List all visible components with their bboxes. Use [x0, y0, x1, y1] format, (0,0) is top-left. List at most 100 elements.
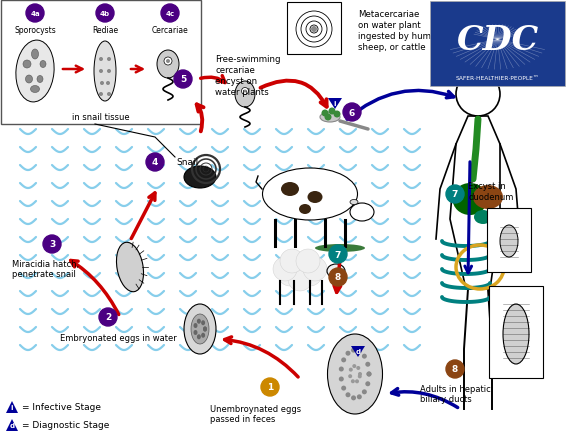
Text: 5: 5 [180, 76, 186, 84]
FancyBboxPatch shape [487, 208, 531, 273]
Ellipse shape [244, 90, 247, 93]
Circle shape [298, 263, 322, 286]
Circle shape [366, 372, 371, 377]
Ellipse shape [157, 51, 179, 79]
Ellipse shape [164, 58, 172, 66]
Circle shape [357, 349, 362, 354]
Circle shape [324, 114, 332, 121]
Text: Cercariae: Cercariae [152, 26, 189, 35]
Circle shape [365, 362, 370, 367]
Circle shape [161, 5, 179, 23]
Ellipse shape [106, 82, 110, 86]
Ellipse shape [31, 86, 40, 93]
Ellipse shape [203, 327, 207, 332]
Text: = Diagnostic Stage: = Diagnostic Stage [22, 421, 110, 430]
Circle shape [357, 395, 362, 399]
Circle shape [43, 236, 61, 253]
Ellipse shape [37, 76, 43, 83]
Ellipse shape [116, 243, 144, 292]
Ellipse shape [16, 41, 54, 103]
Circle shape [280, 250, 304, 273]
Circle shape [278, 263, 302, 286]
Ellipse shape [327, 264, 345, 278]
Circle shape [355, 379, 359, 383]
Ellipse shape [26, 76, 32, 84]
Ellipse shape [107, 70, 111, 74]
Circle shape [358, 375, 362, 378]
Circle shape [365, 381, 370, 386]
Circle shape [358, 372, 362, 376]
Circle shape [348, 375, 352, 378]
Circle shape [273, 257, 297, 281]
Ellipse shape [281, 183, 299, 197]
Ellipse shape [107, 58, 111, 62]
Ellipse shape [100, 82, 104, 86]
Text: 4a: 4a [30, 11, 40, 17]
Text: Miracidia hatch,
penetrate snail: Miracidia hatch, penetrate snail [12, 260, 79, 279]
Ellipse shape [191, 314, 209, 344]
Text: 4c: 4c [165, 11, 174, 17]
Circle shape [321, 110, 328, 117]
Ellipse shape [500, 226, 518, 257]
Circle shape [288, 257, 312, 281]
Text: 7: 7 [335, 250, 341, 259]
Text: 4: 4 [152, 158, 158, 167]
Circle shape [296, 250, 320, 273]
Text: d: d [356, 348, 361, 354]
Circle shape [446, 186, 464, 204]
Ellipse shape [320, 113, 340, 123]
Text: 1: 1 [267, 383, 273, 391]
Ellipse shape [99, 58, 103, 62]
Ellipse shape [107, 93, 111, 97]
Ellipse shape [503, 304, 529, 364]
Circle shape [341, 386, 346, 391]
Circle shape [446, 360, 464, 378]
Ellipse shape [23, 61, 31, 69]
Ellipse shape [350, 200, 358, 205]
Ellipse shape [40, 61, 46, 68]
Circle shape [345, 392, 350, 398]
Circle shape [345, 351, 350, 356]
Ellipse shape [197, 335, 201, 339]
Circle shape [99, 308, 117, 326]
Ellipse shape [94, 42, 116, 102]
Text: Rediae: Rediae [92, 26, 118, 35]
Text: SAFER·HEALTHIER·PEOPLE™: SAFER·HEALTHIER·PEOPLE™ [456, 76, 540, 81]
Ellipse shape [201, 320, 205, 326]
Circle shape [356, 366, 360, 370]
Circle shape [303, 257, 327, 281]
Text: Sporocysts: Sporocysts [14, 26, 56, 35]
Ellipse shape [166, 60, 170, 64]
Ellipse shape [315, 244, 365, 253]
Circle shape [26, 5, 44, 23]
Text: Embryonated eggs in water: Embryonated eggs in water [60, 333, 177, 342]
Polygon shape [6, 401, 18, 413]
Text: CDC: CDC [456, 24, 538, 56]
Text: 2: 2 [105, 313, 111, 322]
Ellipse shape [307, 191, 323, 204]
Polygon shape [328, 99, 342, 110]
Text: in snail tissue: in snail tissue [72, 113, 130, 122]
FancyBboxPatch shape [430, 2, 565, 87]
Ellipse shape [197, 319, 201, 324]
Text: 4b: 4b [100, 11, 110, 17]
Text: 3: 3 [49, 240, 55, 249]
Circle shape [288, 267, 312, 291]
Circle shape [261, 378, 279, 396]
Ellipse shape [328, 334, 382, 414]
Circle shape [362, 354, 367, 359]
Circle shape [341, 358, 346, 362]
Ellipse shape [262, 169, 357, 220]
Ellipse shape [203, 327, 207, 332]
Polygon shape [6, 419, 18, 431]
FancyBboxPatch shape [1, 1, 201, 125]
Ellipse shape [474, 210, 492, 224]
Ellipse shape [453, 184, 487, 216]
Circle shape [351, 379, 355, 383]
Ellipse shape [299, 204, 311, 214]
Text: 7: 7 [452, 190, 458, 199]
Text: Adults in hepatic
biliary ducts: Adults in hepatic biliary ducts [420, 384, 491, 404]
Circle shape [343, 104, 361, 122]
Ellipse shape [184, 304, 216, 354]
Circle shape [96, 5, 114, 23]
